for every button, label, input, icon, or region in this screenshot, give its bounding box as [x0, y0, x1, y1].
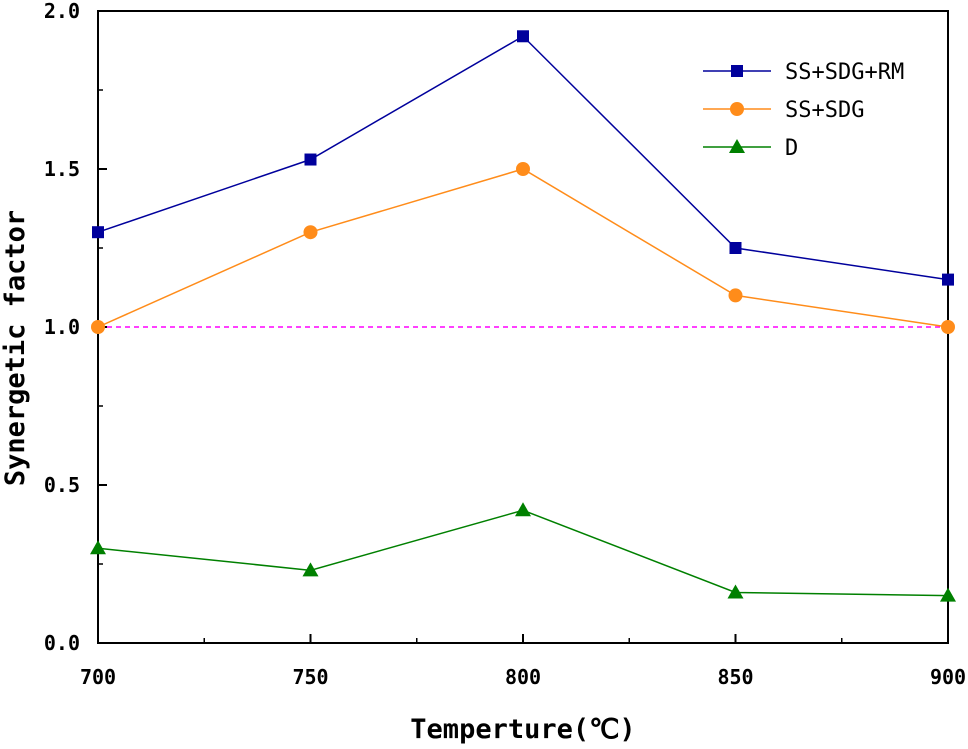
data-point	[941, 320, 955, 334]
x-tick-label: 900	[930, 665, 966, 689]
data-point	[304, 153, 317, 166]
y-tick-label: 2.0	[44, 0, 80, 23]
x-tick-label: 850	[717, 665, 753, 689]
y-tick-label: 1.0	[44, 315, 80, 339]
data-point	[727, 584, 744, 599]
data-point	[942, 273, 954, 286]
data-point	[303, 225, 318, 240]
data-point	[91, 320, 105, 334]
legend-marker	[731, 65, 743, 77]
data-point	[729, 242, 742, 254]
legend-entry: SS+SDG+RM	[703, 60, 904, 85]
legend-label: D	[785, 136, 798, 161]
series-line	[97, 509, 949, 597]
legend-entry: D	[703, 136, 798, 161]
y-tick-label: 0.5	[44, 473, 80, 497]
x-tick-label: 800	[505, 665, 541, 689]
series-ss-sdg	[91, 162, 955, 334]
series-ss-sdg-rm	[92, 30, 954, 286]
x-tick-label: 750	[292, 665, 328, 689]
x-tick-label: 700	[80, 665, 116, 689]
data-point	[516, 162, 530, 176]
legend-marker	[729, 139, 745, 153]
data-point	[728, 288, 743, 303]
data-point	[302, 562, 319, 577]
legend-entry: SS+SDG	[703, 98, 864, 123]
series-line	[97, 168, 949, 328]
data-point	[517, 30, 529, 43]
series-d	[90, 502, 956, 602]
x-axis-title: Temperture(℃)	[410, 714, 635, 744]
data-point	[92, 226, 104, 239]
y-tick-label: 1.5	[44, 157, 80, 181]
y-axis-title: Synergetic factor	[0, 210, 31, 486]
y-tick-label: 0.0	[44, 631, 80, 655]
data-point	[940, 587, 956, 602]
legend-label: SS+SDG+RM	[785, 60, 904, 85]
legend-marker	[730, 102, 744, 116]
data-point	[515, 502, 531, 517]
data-point	[90, 540, 106, 555]
legend-label: SS+SDG	[785, 98, 864, 123]
